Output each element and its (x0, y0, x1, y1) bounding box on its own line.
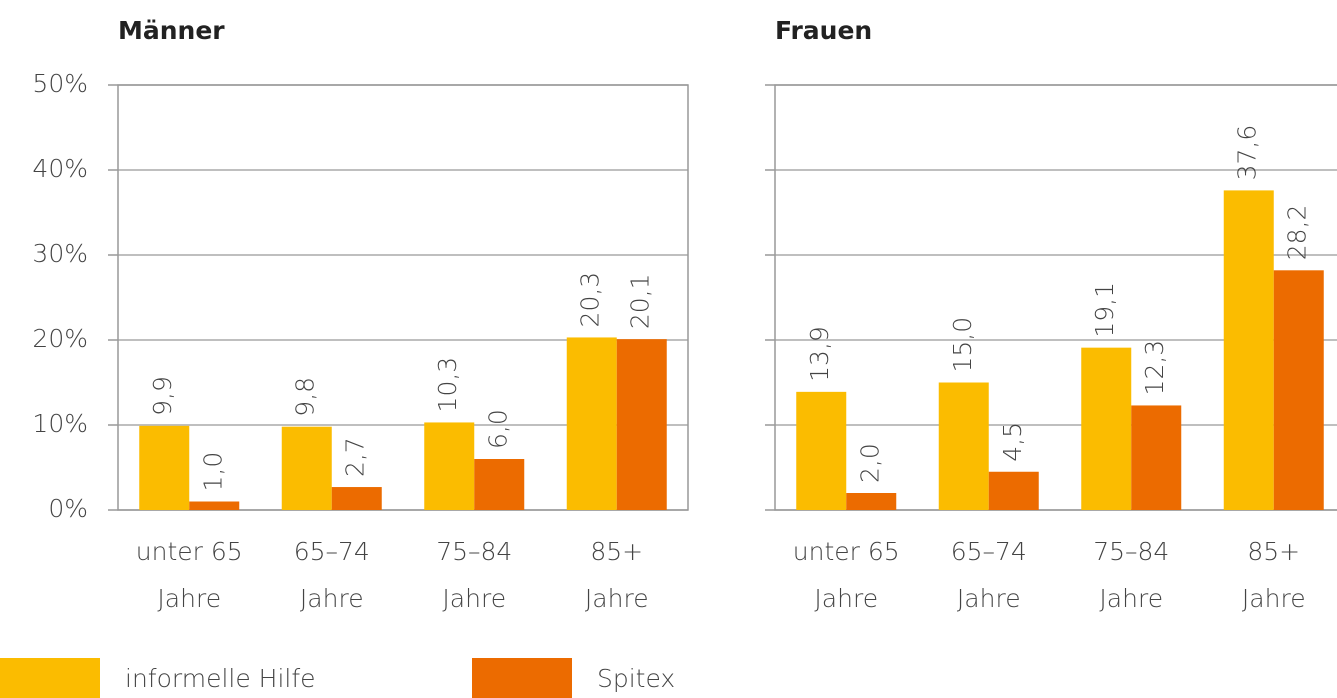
value-label: 9,8 (291, 377, 320, 417)
bar (474, 459, 525, 510)
bar (1081, 347, 1132, 510)
bar (846, 493, 897, 510)
bar (1131, 405, 1182, 510)
y-tick-label: 20% (32, 324, 88, 353)
y-tick-label: 30% (32, 239, 88, 268)
bar (988, 471, 1039, 510)
bar (1273, 270, 1324, 510)
plot-frame (117, 84, 689, 511)
bar (139, 425, 190, 510)
bar (566, 337, 617, 510)
value-label: 6,0 (483, 409, 512, 449)
value-label: 2,7 (341, 437, 370, 477)
value-label: 19,1 (1090, 282, 1119, 338)
x-tick-label: unter 65 (136, 537, 243, 566)
x-tick-label: Jahre (814, 584, 878, 613)
value-label: 37,6 (1233, 125, 1262, 181)
bar (331, 487, 382, 510)
bar (424, 422, 475, 510)
bar (938, 382, 989, 510)
bar (616, 339, 667, 510)
value-label: 15,0 (948, 317, 977, 373)
legend-swatch (472, 658, 572, 698)
value-label: 9,9 (148, 376, 177, 416)
y-tick-label: 50% (32, 69, 88, 98)
value-label: 20,1 (626, 273, 655, 329)
chart-title: Männer (118, 16, 225, 45)
value-label: 1,0 (198, 452, 227, 492)
x-tick-label: 85+ (590, 537, 643, 566)
legend: informelle Hilfe Spitex (0, 658, 675, 698)
legend-label: Spitex (597, 664, 675, 693)
x-tick-label: 75–84 (1093, 537, 1169, 566)
x-tick-label: 85+ (1247, 537, 1300, 566)
bar (1223, 190, 1274, 510)
chart-title: Frauen (775, 16, 872, 45)
x-tick-label: 65–74 (951, 537, 1027, 566)
x-tick-label: Jahre (1242, 584, 1306, 613)
value-label: 10,3 (433, 357, 462, 413)
x-tick-label: Jahre (957, 584, 1021, 613)
x-tick-label: Jahre (1099, 584, 1163, 613)
value-label: 13,9 (805, 326, 834, 382)
y-tick-label: 10% (32, 409, 88, 438)
y-tick-label: 0% (48, 494, 88, 523)
value-label: 4,5 (998, 422, 1027, 462)
value-label: 2,0 (855, 443, 884, 483)
x-tick-label: Jahre (585, 584, 649, 613)
value-label: 20,3 (576, 272, 605, 328)
bar (796, 391, 847, 510)
x-tick-label: Jahre (157, 584, 221, 613)
bar (189, 501, 240, 510)
value-label: 28,2 (1283, 205, 1312, 261)
x-tick-label: 65–74 (294, 537, 370, 566)
x-tick-label: Jahre (442, 584, 506, 613)
x-tick-label: 75–84 (436, 537, 512, 566)
y-tick-label: 40% (32, 154, 88, 183)
legend-label: informelle Hilfe (125, 664, 316, 693)
legend-swatch (0, 658, 100, 698)
x-tick-label: Jahre (300, 584, 364, 613)
value-label: 12,3 (1140, 340, 1169, 396)
bar (281, 426, 332, 510)
plot-frame (774, 84, 1337, 511)
x-tick-label: unter 65 (793, 537, 900, 566)
